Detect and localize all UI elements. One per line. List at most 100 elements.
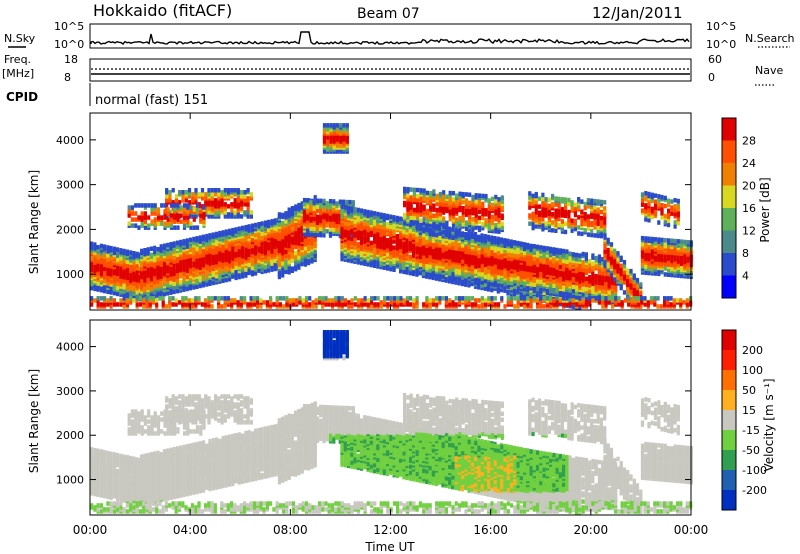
heatmap-cell [277,222,281,227]
heatmap-cell [435,265,439,270]
heatmap-cell [402,261,406,266]
heatmap-cell [555,288,559,293]
heatmap-cell [444,262,448,268]
heatmap-cell [294,226,298,232]
heatmap-cell [202,219,206,224]
heatmap-cell [542,253,546,259]
heatmap-cell [176,213,180,218]
heatmap-cell [555,247,559,253]
heatmap-cell [179,239,183,245]
heatmap-cell [322,233,326,238]
heatmap-cell [454,228,458,233]
heatmap-cell [284,249,288,254]
heatmap-cell [457,228,461,234]
heatmap-cell [441,229,445,235]
heatmap-cell [185,238,189,243]
heatmap-cell [503,239,507,245]
heatmap-cell [281,224,285,230]
heatmap-cell [214,208,218,213]
heatmap-cell [418,252,422,258]
heatmap-cell [487,241,491,246]
heatmap-cell [230,188,234,193]
heatmap-cell [470,231,474,236]
heatmap-cell [356,223,360,229]
heatmap-cell [392,215,396,220]
heatmap-cell [210,192,214,197]
heatmap-cell [205,270,209,275]
heatmap-cell [207,200,211,205]
heatmap-cell [467,262,471,267]
heatmap-cell [186,203,190,208]
heatmap-cell [542,263,546,269]
heatmap-cell [346,205,351,211]
heatmap-cell [353,207,357,212]
heatmap-cell [516,281,520,287]
heatmap-cell [182,215,187,220]
heatmap-cell [386,238,390,243]
heatmap-cell [159,282,163,287]
heatmap-cell [194,194,198,199]
noise-ytick-bottom: 10^0 [54,38,84,51]
heatmap-cell [376,264,380,269]
heatmap-cell [153,245,157,251]
heatmap-cell [267,219,271,225]
heatmap-cell [159,244,163,249]
heatmap-cell [315,214,320,220]
heatmap-cell [231,227,235,233]
heatmap-cell [99,263,103,269]
heatmap-cell [201,234,206,240]
heatmap-cell [562,264,566,270]
heatmap-cell [234,269,238,274]
heatmap-cell [130,211,134,216]
heatmap-cell [263,220,267,225]
heatmap-cell [322,218,326,224]
heatmap-cell [438,224,442,230]
heatmap-cell [195,278,199,283]
heatmap-cell [312,200,316,205]
heatmap-cell [386,221,390,227]
heatmap-cell [500,255,504,260]
heatmap-cell [302,197,307,203]
heatmap-cell [249,192,253,197]
heatmap-cell [467,244,471,249]
heatmap-cell [195,225,200,230]
heatmap-cell [490,259,494,265]
heatmap-cell [182,211,187,216]
heatmap-cell [116,247,120,252]
heatmap-cell [250,223,254,228]
heatmap-cell [281,220,285,226]
heatmap-cell [451,257,455,263]
heatmap-cell [166,217,170,222]
heatmap-cell [428,250,432,255]
heatmap-cell [169,213,174,218]
heatmap-cell [315,198,320,203]
heatmap-cell [529,243,533,249]
heatmap-cell [254,249,258,254]
heatmap-cell [140,203,144,208]
heatmap-cell [134,203,138,208]
heatmap-cell [341,199,346,205]
heatmap-cell [168,198,172,203]
heatmap-cell [422,232,426,238]
heatmap-cell [250,253,254,259]
heatmap-cell [134,217,138,222]
heatmap-cell [338,199,342,204]
heatmap-cell [359,226,364,231]
heatmap-cell [169,203,174,208]
heatmap-cell [516,241,520,247]
heatmap-cell [389,230,393,236]
heatmap-cell [356,242,360,247]
heatmap-cell [376,260,380,265]
heatmap-cell [470,234,475,239]
heatmap-cell [493,236,497,241]
heatmap-cell [313,241,317,246]
heatmap-cell [103,270,107,276]
heatmap-cell [441,252,445,257]
heatmap-cell [319,210,323,216]
heatmap-cell [496,236,500,242]
heatmap-cell [480,272,484,277]
heatmap-cell [300,219,304,224]
heatmap-cell [135,251,139,257]
heatmap-cell [214,212,218,217]
heatmap-cell [307,236,311,241]
